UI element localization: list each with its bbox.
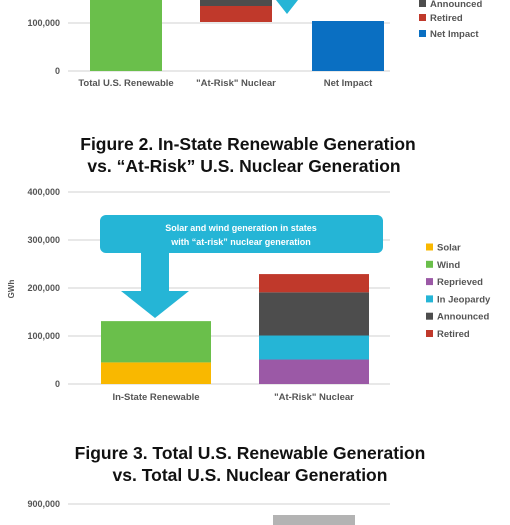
fig1-legend-swatch-announced [419, 0, 426, 7]
fig1-arrow-tip [276, 0, 298, 14]
fig3-ytick-900000: 900,000 [27, 499, 60, 509]
fig2-legend-label: Wind [437, 260, 460, 271]
fig2-legend-label: Retired [437, 329, 470, 340]
fig2-legend-label: Solar [437, 243, 461, 254]
fig2-ytick-label: 0 [55, 379, 60, 389]
fig2-callout-text-line2: with “at-risk” nuclear generation [170, 237, 311, 247]
fig2-callout-arrow-head [121, 291, 189, 318]
fig1-category-total-renewable: Total U.S. Renewable [78, 78, 173, 89]
fig2-legend-swatch [426, 295, 433, 303]
fig1-bar-atrisk-retired [200, 6, 272, 22]
fig1-ytick-100000: 100,000 [27, 18, 60, 28]
fig2-title-line2: vs. “At-Risk” U.S. Nuclear Generation [87, 156, 400, 176]
fig2-legend-label: In Jeopardy [437, 294, 491, 305]
fig3-title-line1: Figure 3. Total U.S. Renewable Generatio… [75, 443, 426, 463]
fig2-category-label: In-State Renewable [112, 392, 199, 403]
fig1-legend-net-impact: Net Impact [430, 29, 479, 40]
fig2-ytick-label: 100,000 [27, 331, 60, 341]
fig3-bar-nuclear [273, 515, 355, 525]
fig2-ytick-label: 300,000 [27, 235, 60, 245]
fig2-bar-segment-reprieved [259, 359, 369, 384]
fig2-legend: Solar Wind Reprieved In Jeopardy Announced Re… [426, 243, 491, 340]
fig2-legend-swatch [426, 243, 433, 251]
fig2-callout-arrow-stem [141, 250, 169, 292]
fig2-legend-label: Reprieved [437, 277, 483, 288]
fig2-legend-swatch [426, 312, 433, 320]
fig2-bar-segment-wind [101, 321, 211, 363]
fig2-ylabel: GWh [7, 280, 16, 299]
fig2-callout-box [100, 215, 383, 253]
fig1-legend-retired: Retired [430, 13, 463, 24]
fig2-legend-swatch [426, 260, 433, 268]
fig1-category-atrisk-nuclear: "At-Risk" Nuclear [196, 78, 276, 89]
figure3-chart: 900,000 [27, 499, 390, 525]
fig1-ytick-0: 0 [55, 66, 60, 76]
fig1-legend-swatch-retired [419, 14, 426, 21]
fig1-legend-swatch-net-impact [419, 30, 426, 37]
fig2-ytick-label: 400,000 [27, 187, 60, 197]
fig2-bar-segment-solar [101, 362, 211, 384]
fig2-legend-swatch [426, 278, 433, 286]
fig2-title-line1: Figure 2. In-State Renewable Generation [80, 134, 416, 154]
fig1-bar-net-impact [312, 21, 384, 71]
fig2-bar-segment-retired [259, 274, 369, 293]
fig2-callout-text-line1: Solar and wind generation in states [165, 223, 317, 233]
figure2-chart: GWh 0 100,000 200,000 300,000 400,000 In-Sta… [7, 187, 491, 403]
fig2-legend-label: Announced [437, 312, 489, 323]
fig1-category-net-impact: Net Impact [324, 78, 373, 89]
fig1-legend-announced: Announced [430, 0, 482, 10]
fig2-bars: In-State Renewable "At-Risk" Nuclear [101, 274, 369, 403]
fig1-bar-atrisk-announced [200, 0, 272, 6]
figure1-chart: 100,000 0 Total U.S. Renewable "At-Risk"… [27, 0, 482, 89]
fig3-title-line2: vs. Total U.S. Nuclear Generation [113, 465, 388, 485]
fig2-legend-swatch [426, 330, 433, 337]
fig1-bar-total-renewable [90, 0, 162, 71]
fig2-callout: Solar and wind generation in states with… [100, 215, 383, 318]
fig2-category-label: "At-Risk" Nuclear [274, 392, 354, 403]
fig2-ytick-label: 200,000 [27, 283, 60, 293]
fig2-bar-segment-in-jeopardy [259, 335, 369, 360]
fig2-bar-segment-announced [259, 292, 369, 336]
